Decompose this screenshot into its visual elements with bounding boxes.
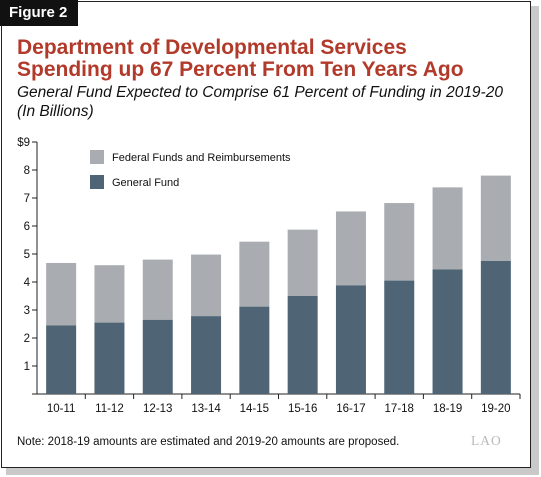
- bar-federal-funds: [94, 265, 125, 323]
- x-tick-label: 16-17: [336, 403, 365, 415]
- bar-federal-funds: [191, 254, 222, 317]
- bar-federal-funds: [46, 262, 77, 326]
- bar-federal-funds: [480, 175, 511, 261]
- y-tick-label: 4: [24, 277, 31, 289]
- y-tick-label: 2: [24, 333, 30, 345]
- bar-general-fund: [191, 316, 222, 394]
- legend-swatch: [90, 150, 104, 164]
- chart-subtitle: General Fund Expected to Comprise 61 Per…: [17, 83, 522, 121]
- bar-general-fund: [46, 325, 77, 394]
- bar-federal-funds: [239, 241, 270, 307]
- y-tick-label: 3: [24, 305, 30, 317]
- figure-label: Figure 2: [0, 0, 78, 26]
- y-tick-label: 7: [24, 193, 30, 205]
- x-tick-label: 19-20: [481, 403, 510, 415]
- x-tick-label: 12-13: [143, 403, 172, 415]
- bar-general-fund: [432, 269, 463, 394]
- bar-federal-funds: [287, 229, 318, 296]
- bar-general-fund: [239, 306, 270, 394]
- y-tick-label: 6: [24, 221, 30, 233]
- bar-general-fund: [142, 319, 173, 394]
- bar-general-fund: [94, 322, 125, 394]
- bar-general-fund: [480, 261, 511, 394]
- bar-general-fund: [287, 296, 318, 394]
- chart-note: Note: 2018-19 amounts are estimated and …: [17, 436, 400, 448]
- bar-general-fund: [335, 285, 366, 394]
- x-tick-label: 11-12: [95, 403, 124, 415]
- y-tick-label: $9: [17, 137, 30, 149]
- chart-title-line-2: Spending up 67 Percent From Ten Years Ag…: [17, 58, 464, 81]
- x-tick-label: 18-19: [433, 403, 462, 415]
- chart-title: Department of Developmental Services Spe…: [17, 37, 522, 81]
- y-tick-label: 8: [24, 165, 30, 177]
- x-tick-label: 14-15: [240, 403, 269, 415]
- legend-label: Federal Funds and Reimbursements: [112, 152, 291, 164]
- x-tick-label: 10-11: [47, 403, 76, 415]
- legend-swatch: [90, 175, 104, 189]
- x-tick-label: 17-18: [385, 403, 414, 415]
- y-tick-label: 1: [24, 361, 30, 373]
- chart-subtitle-line-2: (In Billions): [17, 103, 94, 120]
- bar-federal-funds: [335, 211, 366, 286]
- x-tick-label: 15-16: [288, 403, 317, 415]
- bar-federal-funds: [432, 187, 463, 270]
- bar-federal-funds: [142, 259, 173, 320]
- y-tick-label: 5: [24, 249, 30, 261]
- bar-general-fund: [384, 280, 415, 394]
- bar-federal-funds: [384, 203, 415, 281]
- legend-label: General Fund: [112, 177, 179, 189]
- chart-title-line-1: Department of Developmental Services: [17, 36, 407, 59]
- x-tick-label: 13-14: [191, 403, 221, 415]
- chart-subtitle-line-1: General Fund Expected to Comprise 61 Per…: [17, 84, 503, 101]
- lao-logo: LAO: [471, 433, 502, 448]
